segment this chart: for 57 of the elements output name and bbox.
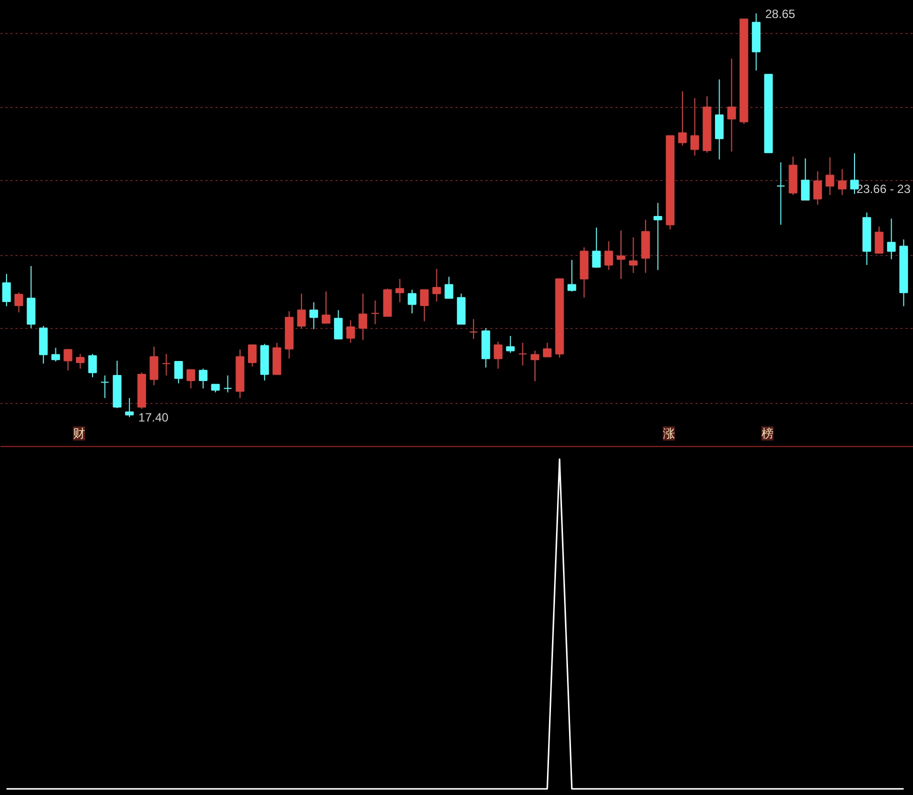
candlestick xyxy=(678,90,687,146)
candlestick xyxy=(51,347,60,362)
candlestick xyxy=(395,278,404,303)
candlestick xyxy=(715,78,724,160)
candlestick xyxy=(654,202,662,270)
candlestick xyxy=(162,353,171,376)
candlestick xyxy=(628,236,638,274)
candlestick xyxy=(542,342,552,358)
candlestick xyxy=(198,368,208,389)
candlestick xyxy=(322,290,330,324)
annotation: 23.66 - 23 xyxy=(856,182,911,196)
candlestick xyxy=(334,310,343,340)
candlestick xyxy=(813,170,822,206)
candlestick xyxy=(616,230,626,280)
candlestick xyxy=(186,369,196,389)
annotation: 17.40 xyxy=(138,410,169,425)
candlestick xyxy=(150,346,158,386)
candlestick xyxy=(727,58,736,152)
candlestick xyxy=(297,293,306,329)
candlestick xyxy=(604,240,614,270)
candlestick xyxy=(420,289,429,322)
candlestick xyxy=(776,162,786,226)
candlestick xyxy=(64,348,72,371)
candlestick xyxy=(494,341,502,370)
candlestick xyxy=(346,320,355,344)
candlestick xyxy=(408,289,416,314)
candlestick xyxy=(850,152,859,194)
candlestick xyxy=(2,273,11,307)
candlestick xyxy=(887,218,896,260)
annotation: 财 xyxy=(73,426,86,440)
candlestick xyxy=(592,227,601,268)
candlestick xyxy=(100,374,110,399)
candlestick xyxy=(88,353,97,378)
candlestick xyxy=(690,98,700,156)
candlestick xyxy=(874,226,884,254)
candlestick xyxy=(174,360,183,384)
candlestick xyxy=(826,156,834,196)
candlestick xyxy=(223,374,232,393)
annotation: 28.65 xyxy=(765,6,796,21)
annotation: 涨 xyxy=(662,426,675,440)
candlestick xyxy=(309,302,318,330)
candlestick xyxy=(444,276,454,299)
candlestick xyxy=(838,168,847,196)
candlestick xyxy=(568,259,576,292)
candlestick xyxy=(125,398,134,418)
candlestick xyxy=(14,292,24,313)
annotation: 榜 xyxy=(761,426,774,440)
candlestick xyxy=(76,353,85,370)
candlestick xyxy=(358,293,368,340)
candlestick xyxy=(248,344,257,367)
candlestick xyxy=(370,300,380,325)
candlestick xyxy=(432,268,441,302)
candlestick xyxy=(469,318,478,340)
candlestick xyxy=(506,335,515,354)
candlestick xyxy=(518,342,527,366)
candlestick xyxy=(801,158,810,200)
candlestick xyxy=(530,350,540,382)
